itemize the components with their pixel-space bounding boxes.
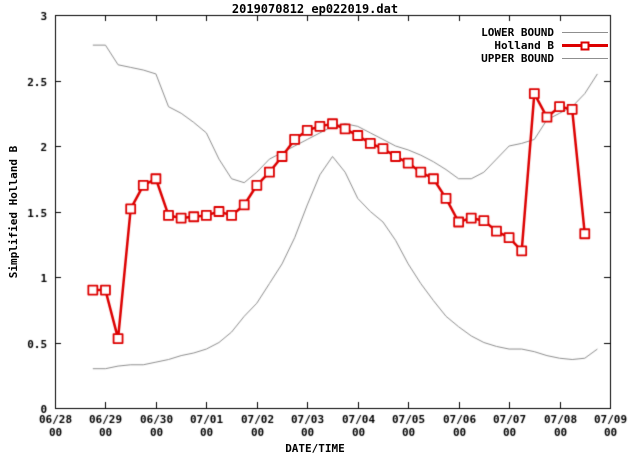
legend-item-lower-bound: LOWER BOUND bbox=[481, 26, 608, 39]
legend: LOWER BOUND Holland B UPPER BOUND bbox=[481, 26, 608, 65]
legend-sample bbox=[562, 58, 608, 59]
legend-sample bbox=[562, 32, 608, 33]
square-marker-icon bbox=[580, 41, 590, 50]
y-axis-label: Simplified Holland B bbox=[7, 145, 20, 279]
legend-sample bbox=[562, 41, 608, 50]
legend-label: LOWER BOUND bbox=[481, 26, 554, 39]
legend-item-holland-b: Holland B bbox=[481, 39, 608, 52]
chart-title: 2019070812 ep022019.dat bbox=[231, 2, 399, 16]
legend-item-upper-bound: UPPER BOUND bbox=[481, 52, 608, 65]
legend-label: UPPER BOUND bbox=[481, 52, 554, 65]
legend-label: Holland B bbox=[494, 39, 554, 52]
x-axis-label: DATE/TIME bbox=[285, 442, 345, 455]
